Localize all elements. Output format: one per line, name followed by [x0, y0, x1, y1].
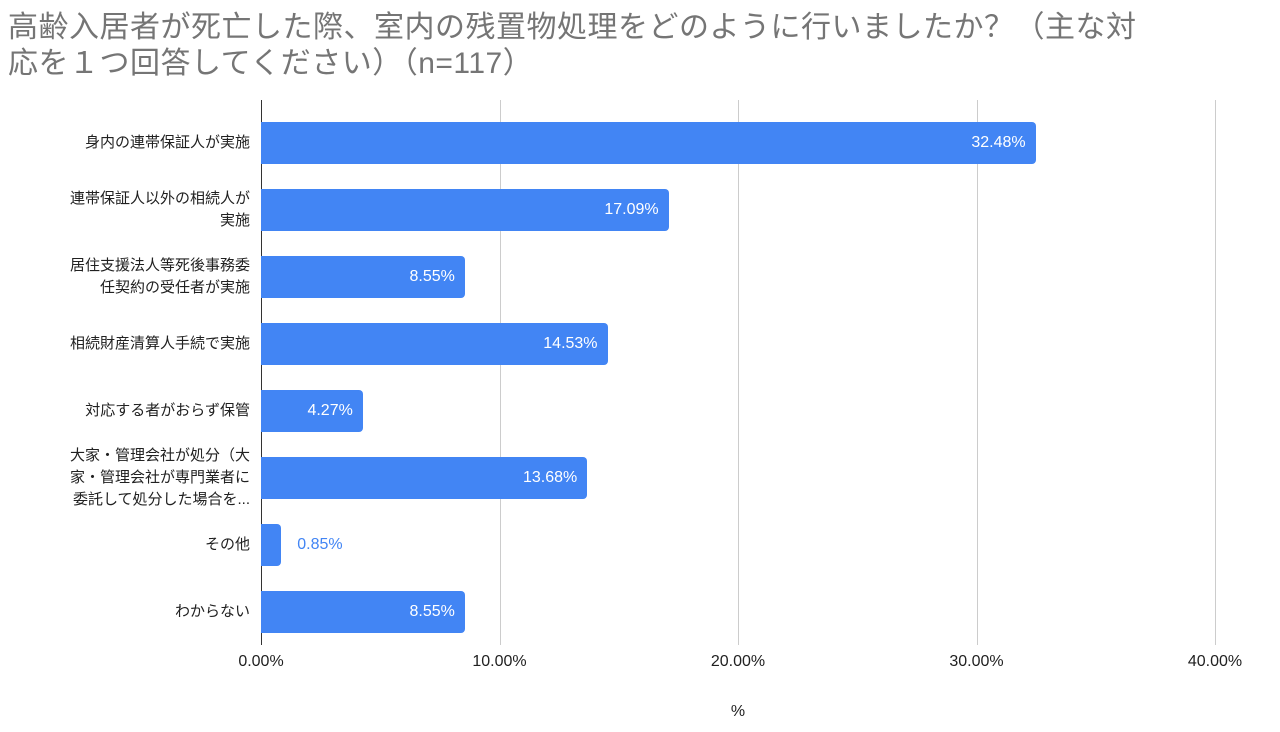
- bar: 13.68%: [261, 456, 588, 499]
- bar: 4.27%: [261, 389, 363, 432]
- bar-row: 4.27%: [261, 377, 1215, 444]
- bar-row: 8.55%: [261, 578, 1215, 645]
- bar-value-label: 17.09%: [604, 200, 659, 218]
- gridline: [1215, 100, 1216, 645]
- category-label: 大家・管理会社が処分（大 家・管理会社が専門業者に 委託して処分した場合を...: [0, 444, 250, 511]
- x-axis-tick-label: 0.00%: [238, 653, 284, 670]
- category-label: 身内の連帯保証人が実施: [0, 109, 250, 176]
- gridline: [738, 100, 739, 645]
- gridline: [499, 100, 501, 645]
- category-label-line: 相続財産清算人手続で実施: [69, 334, 250, 352]
- bar: 17.09%: [261, 188, 669, 231]
- bar: 14.53%: [261, 322, 608, 365]
- chart-title-line-1: 高齢入居者が死亡した際、室内の残置物処理をどのように行いましたか？（主な対: [8, 11, 1137, 44]
- bar-rows: 32.48% 17.09% 8.55% 14.53% 4.27% 13.68% 0.85% 8…: [261, 109, 1215, 645]
- bar: 8.55%: [261, 590, 465, 633]
- bar-row: 0.85%: [261, 511, 1215, 578]
- category-label-line: 任契約の受任者が実施: [99, 278, 250, 296]
- bar-value-label: 0.85%: [297, 535, 343, 553]
- category-label-line: 身内の連帯保証人が実施: [84, 133, 250, 151]
- bar: 0.85%: [261, 523, 343, 566]
- bar-value-label: 32.48%: [971, 133, 1026, 151]
- x-axis-tick-label: 20.00%: [710, 653, 766, 670]
- bar-row: 8.55%: [261, 243, 1215, 310]
- x-axis-tick-label: 30.00%: [949, 653, 1004, 670]
- bar: 8.55%: [261, 255, 465, 298]
- category-label-line: 対応する者がおらず保管: [85, 401, 250, 419]
- bar: 32.48%: [261, 121, 1036, 164]
- plot-area: 32.48% 17.09% 8.55% 14.53% 4.27% 13.68% 0.85% 8…: [261, 100, 1216, 645]
- category-label-line: 家・管理会社が専門業者に: [69, 468, 250, 486]
- category-label-line: わからない: [174, 602, 250, 620]
- chart-title: 高齢入居者が死亡した際、室内の残置物処理をどのように行いましたか？（主な対 応を…: [8, 10, 1272, 82]
- category-label: わからない: [0, 578, 250, 645]
- x-axis-tick-label: 10.00%: [472, 653, 527, 670]
- category-label: 相続財産清算人手続で実施: [0, 310, 250, 377]
- category-label-line: 居住支援法人等死後事務委: [69, 256, 250, 274]
- bar-value-label: 13.68%: [523, 468, 578, 486]
- category-label: 居住支援法人等死後事務委任契約の受任者が実施: [0, 243, 250, 310]
- x-axis-tick-label: 40.00%: [1187, 653, 1243, 670]
- y-axis-baseline: [261, 100, 262, 645]
- bar-row: 13.68%: [261, 444, 1215, 511]
- bar-row: 14.53%: [261, 310, 1215, 377]
- category-label: その他: [0, 511, 250, 578]
- x-axis-ticks: 0.00% 10.00% 20.00% 30.00% 40.00%: [238, 653, 1242, 675]
- x-axis-title: %: [730, 703, 746, 720]
- bar-value-label: 8.55%: [409, 602, 455, 620]
- category-axis-labels: 身内の連帯保証人が実施連帯保証人以外の相続人が実施居住支援法人等死後事務委任契約…: [0, 109, 250, 645]
- category-label-line: 委託して処分した場合を...: [72, 490, 250, 508]
- bar-row: 17.09%: [261, 176, 1215, 243]
- gridline: [976, 100, 978, 645]
- bar-value-label: 14.53%: [543, 334, 598, 352]
- bar-value-label: 8.55%: [409, 267, 455, 285]
- bar-value-label: 4.27%: [307, 401, 353, 419]
- bar-row: 32.48%: [261, 109, 1215, 176]
- category-label: 対応する者がおらず保管: [0, 377, 250, 444]
- chart-title-line-2: 応を１つ回答してください）（n=117）: [8, 47, 534, 80]
- category-label-line: 連帯保証人以外の相続人が: [69, 189, 250, 207]
- category-label-line: その他: [204, 535, 250, 553]
- category-label-line: 実施: [219, 211, 250, 229]
- category-label: 連帯保証人以外の相続人が実施: [0, 176, 250, 243]
- category-label-line: 大家・管理会社が処分（大: [69, 446, 250, 464]
